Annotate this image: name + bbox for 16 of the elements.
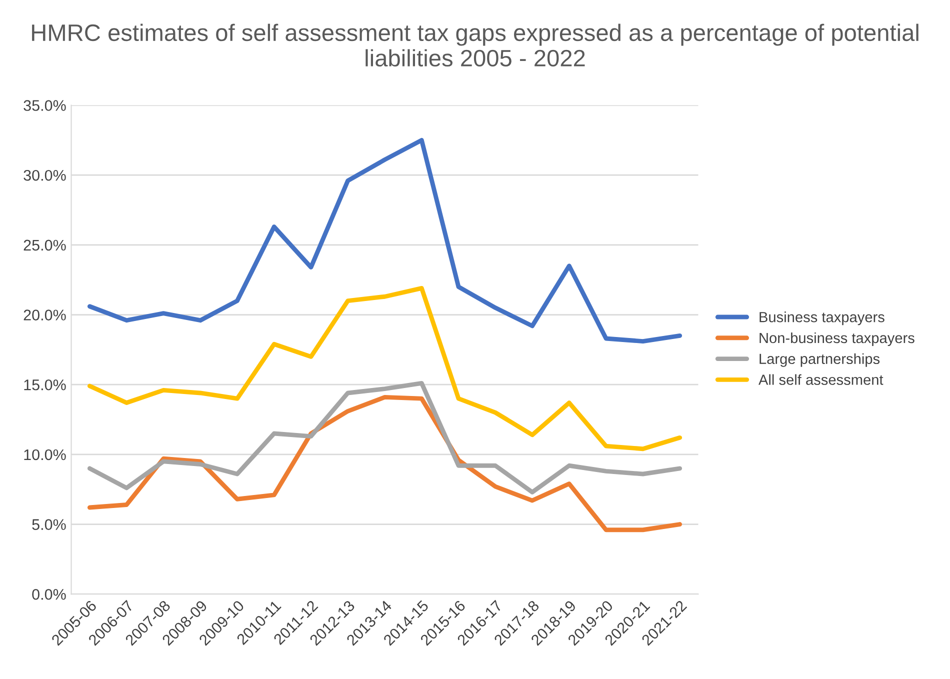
- legend-label: Large partnerships: [760, 353, 880, 367]
- y-tick-label: 5.0%: [32, 519, 66, 530]
- line-series: [87, 380, 682, 494]
- y-tick-label: 20.0%: [24, 310, 66, 320]
- y-tick-label: 15.0%: [24, 379, 66, 390]
- line-series: [87, 286, 682, 452]
- y-tick-label: 30.0%: [24, 170, 66, 181]
- y-tick-label: 25.0%: [24, 240, 66, 251]
- legend-label: All self assessment: [758, 374, 884, 385]
- y-tick-label: 10.0%: [24, 449, 66, 460]
- legend-label: Non-business taxpayers: [760, 332, 914, 346]
- legend-label: Business taxpayers: [760, 312, 884, 326]
- line-series: [87, 138, 682, 344]
- y-tick-label: 35.0%: [24, 100, 66, 111]
- chart-title: HMRC estimates of self assessment tax gaps expressed as a percentage of potential liabilities 2005 - 2022: [32, 24, 918, 67]
- y-tick-label: 0.0%: [32, 588, 66, 600]
